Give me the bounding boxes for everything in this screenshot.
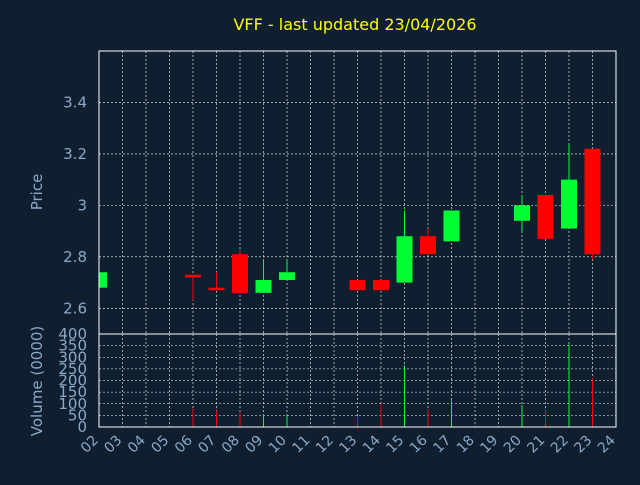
candle-body — [373, 279, 389, 291]
volume-tick-label: 250 — [58, 360, 87, 378]
volume-tick-label: 100 — [58, 395, 87, 413]
volume-plot-frame — [98, 333, 617, 428]
volume-tick-label: 50 — [68, 406, 87, 424]
candle-body — [396, 236, 413, 283]
price-axis-labels: 2.6 2.8 3 3.2 3.4 — [63, 93, 87, 317]
price-grid — [99, 51, 616, 334]
volume-tick-label: 300 — [58, 348, 87, 366]
candle-body — [561, 179, 577, 229]
price-panel: 2.6 2.8 3 3.2 3.4 Price — [28, 50, 617, 335]
candle-body — [279, 272, 295, 280]
price-candles — [98, 143, 601, 301]
price-tick-label: 2.8 — [63, 248, 87, 266]
price-tick-label: 2.6 — [63, 299, 87, 317]
candle-body — [185, 274, 201, 278]
volume-axis-label: Volume (0000) — [28, 326, 46, 436]
price-tick-label: 3.4 — [63, 93, 87, 111]
x-axis-label: Day — [333, 459, 361, 475]
candle-body — [349, 279, 366, 291]
volume-tick-label: 0 — [77, 418, 87, 436]
candle-body — [232, 254, 248, 293]
volume-tick-label: 200 — [58, 372, 87, 390]
volume-tick-label: 350 — [58, 337, 87, 355]
volume-tick-label: 150 — [58, 383, 87, 401]
price-axis-label: Price — [28, 174, 46, 211]
candle-body — [584, 148, 601, 255]
candle-body — [514, 205, 530, 221]
price-tick-label: 3.2 — [63, 145, 87, 163]
candle-body — [443, 210, 460, 242]
candle-body — [255, 279, 272, 293]
chart-title: VFF - last updated 23/04/2026 — [233, 15, 476, 34]
candle-body — [99, 272, 107, 288]
price-tick-label: 3 — [77, 196, 87, 214]
volume-bars — [192, 344, 593, 427]
volume-tick-label: 400 — [58, 325, 87, 343]
candle-body — [537, 195, 554, 239]
candle-body — [420, 236, 436, 255]
candle-body — [208, 287, 225, 291]
x-axis-labels: 02 03 04 05 06 07 08 09 10 11 12 13 14 15 16 17 18 19 20 21… — [78, 432, 619, 456]
